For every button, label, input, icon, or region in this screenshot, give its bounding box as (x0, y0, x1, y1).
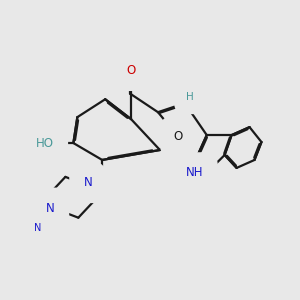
Text: O: O (174, 130, 183, 143)
Text: HO: HO (36, 136, 54, 149)
Text: O: O (127, 64, 136, 77)
Text: N: N (34, 223, 41, 232)
Text: N: N (83, 176, 92, 189)
Text: N: N (46, 202, 55, 215)
Text: H: H (186, 92, 194, 102)
Text: NH: NH (186, 167, 204, 179)
